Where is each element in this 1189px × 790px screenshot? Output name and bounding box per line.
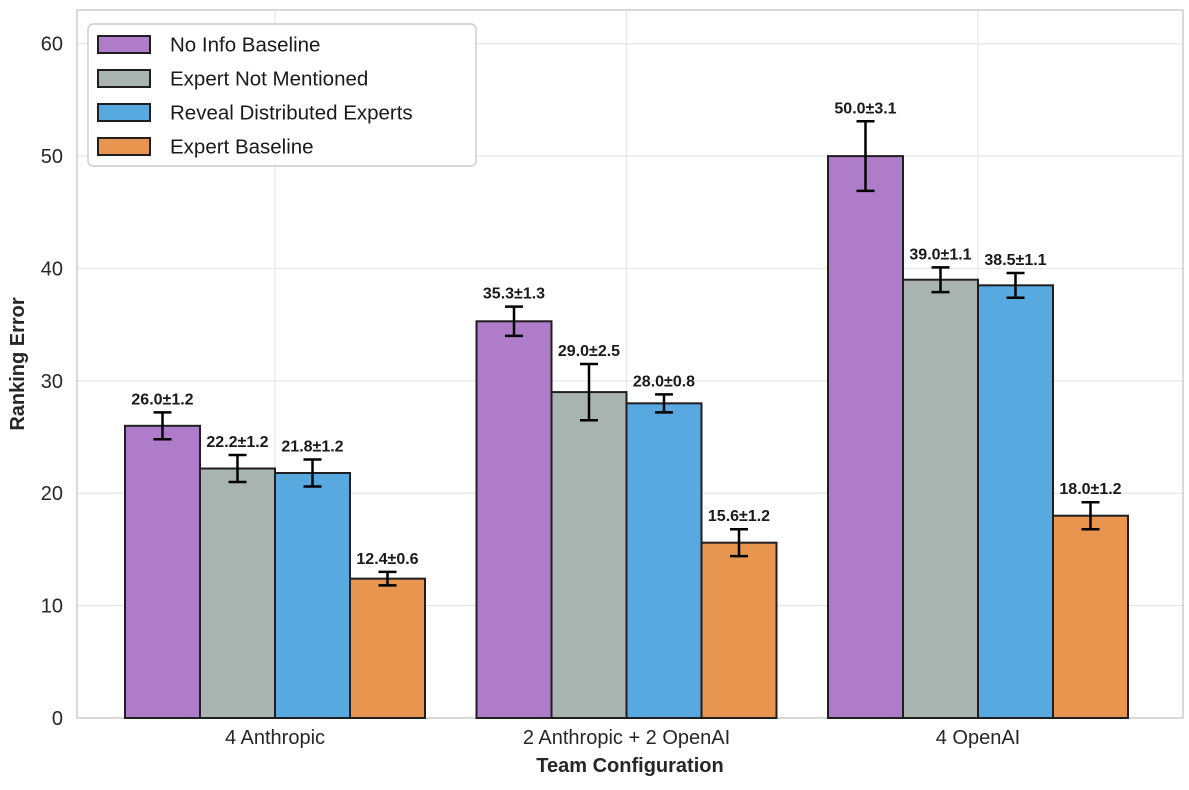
legend-label: No Info Baseline [170,34,320,57]
y-axis-label: Ranking Error [7,297,29,431]
bar [1052,514,1129,720]
bar [349,577,426,720]
bar [550,391,628,719]
bar-value-label: 39.0±1.1 [909,246,971,263]
value-labels-layer: 26.0±1.2 35.3±1.3 50.0±3.1 22.2±1.2 29.0±2.5… [131,100,1121,568]
legend-swatch [97,137,151,156]
bar-value-label: 28.0±0.8 [633,373,695,390]
bar [827,155,904,720]
y-tick-label: 20 [41,483,63,505]
legend-label: Reveal Distributed Experts [170,102,413,125]
bar-value-label: 15.6±1.2 [708,508,770,525]
y-tick-label: 10 [41,596,63,618]
error-bars-layer [153,120,1100,587]
y-tick-label: 30 [41,371,63,393]
bar [124,424,201,719]
x-axis-label: Team Configuration [536,755,723,777]
legend: No Info Baseline Expert Not Mentioned Reve… [87,23,477,167]
bar-value-label: 38.5±1.1 [984,252,1046,269]
y-tick-label: 0 [52,708,63,730]
legend-box [87,23,477,167]
bar-value-label: 12.4±0.6 [356,551,418,568]
x-tick-label: 4 Anthropic [225,727,325,749]
legend-label: Expert Not Mentioned [170,68,368,91]
bar-value-label: 35.3±1.3 [483,286,545,303]
bar [475,320,553,719]
bar-value-label: 21.8±1.2 [281,439,343,456]
legend-label: Expert Baseline [170,136,314,159]
bar [700,541,778,720]
legend-swatch [97,35,151,54]
bar [977,284,1054,719]
bar [274,472,351,719]
y-tick-label: 40 [41,258,63,280]
bar-value-label: 18.0±1.2 [1059,481,1121,498]
bar [625,402,703,719]
x-tick-label: 4 OpenAI [936,727,1021,749]
x-tick-label: 2 Anthropic + 2 OpenAI [523,727,730,749]
bar-value-label: 50.0±3.1 [834,100,896,117]
y-tick-label: 50 [41,146,63,168]
y-tick-label: 60 [41,34,63,56]
legend-swatch [97,103,151,122]
bar [199,467,276,719]
tick-labels-layer: 0 10 20 30 40 50 60 4 Anthropic 2 Anthropic + 2 … [41,34,1021,749]
bar [902,278,979,719]
bar-value-label: 29.0±2.5 [558,343,620,360]
legend-swatch [97,69,151,88]
bar-value-label: 22.2±1.2 [206,434,268,451]
bar-value-label: 26.0±1.2 [131,391,193,408]
